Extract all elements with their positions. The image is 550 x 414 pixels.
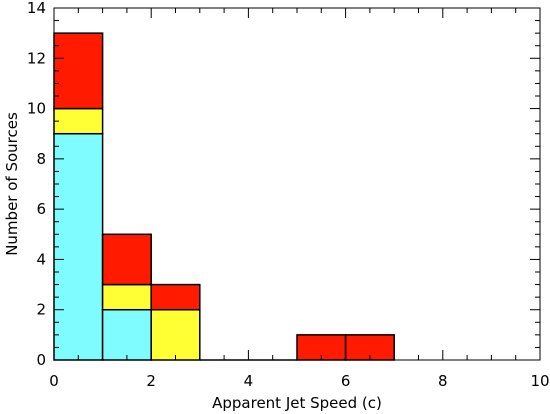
x-tick-label: 4 <box>244 372 254 390</box>
y-tick-label: 10 <box>27 100 46 118</box>
y-tick-label: 6 <box>36 200 46 218</box>
bar-bin1-series2 <box>101 233 152 286</box>
x-axis-label: Apparent Jet Speed (c) <box>212 394 382 412</box>
bar-bin2-series2 <box>150 283 201 311</box>
bar-bin1-series1 <box>101 283 152 311</box>
plot-frame <box>53 7 541 361</box>
y-tick-label: 4 <box>36 250 46 268</box>
bar-bin1-series0 <box>101 308 152 361</box>
bar-bin0-series1 <box>53 107 104 135</box>
x-tick-label: 10 <box>530 372 549 390</box>
y-tick-label: 14 <box>27 0 46 17</box>
y-tick-label: 2 <box>36 301 46 319</box>
tick-labels-group: 0 2 4 6 8 10 0 2 4 6 8 10 12 14 <box>27 0 550 390</box>
x-tick-label: 6 <box>341 372 351 390</box>
bar-bin2-series1 <box>150 308 201 361</box>
x-tick-label: 8 <box>438 372 448 390</box>
x-tick-label: 0 <box>49 372 59 390</box>
y-axis-label: Number of Sources <box>3 112 21 256</box>
y-tick-label: 8 <box>36 150 46 168</box>
bar-bin0-series2 <box>53 32 104 110</box>
x-tick-label: 2 <box>146 372 156 390</box>
bar-bin0-series0 <box>53 132 104 361</box>
bars-group <box>53 32 395 361</box>
y-tick-label: 0 <box>36 351 46 369</box>
y-tick-label: 12 <box>27 49 46 67</box>
